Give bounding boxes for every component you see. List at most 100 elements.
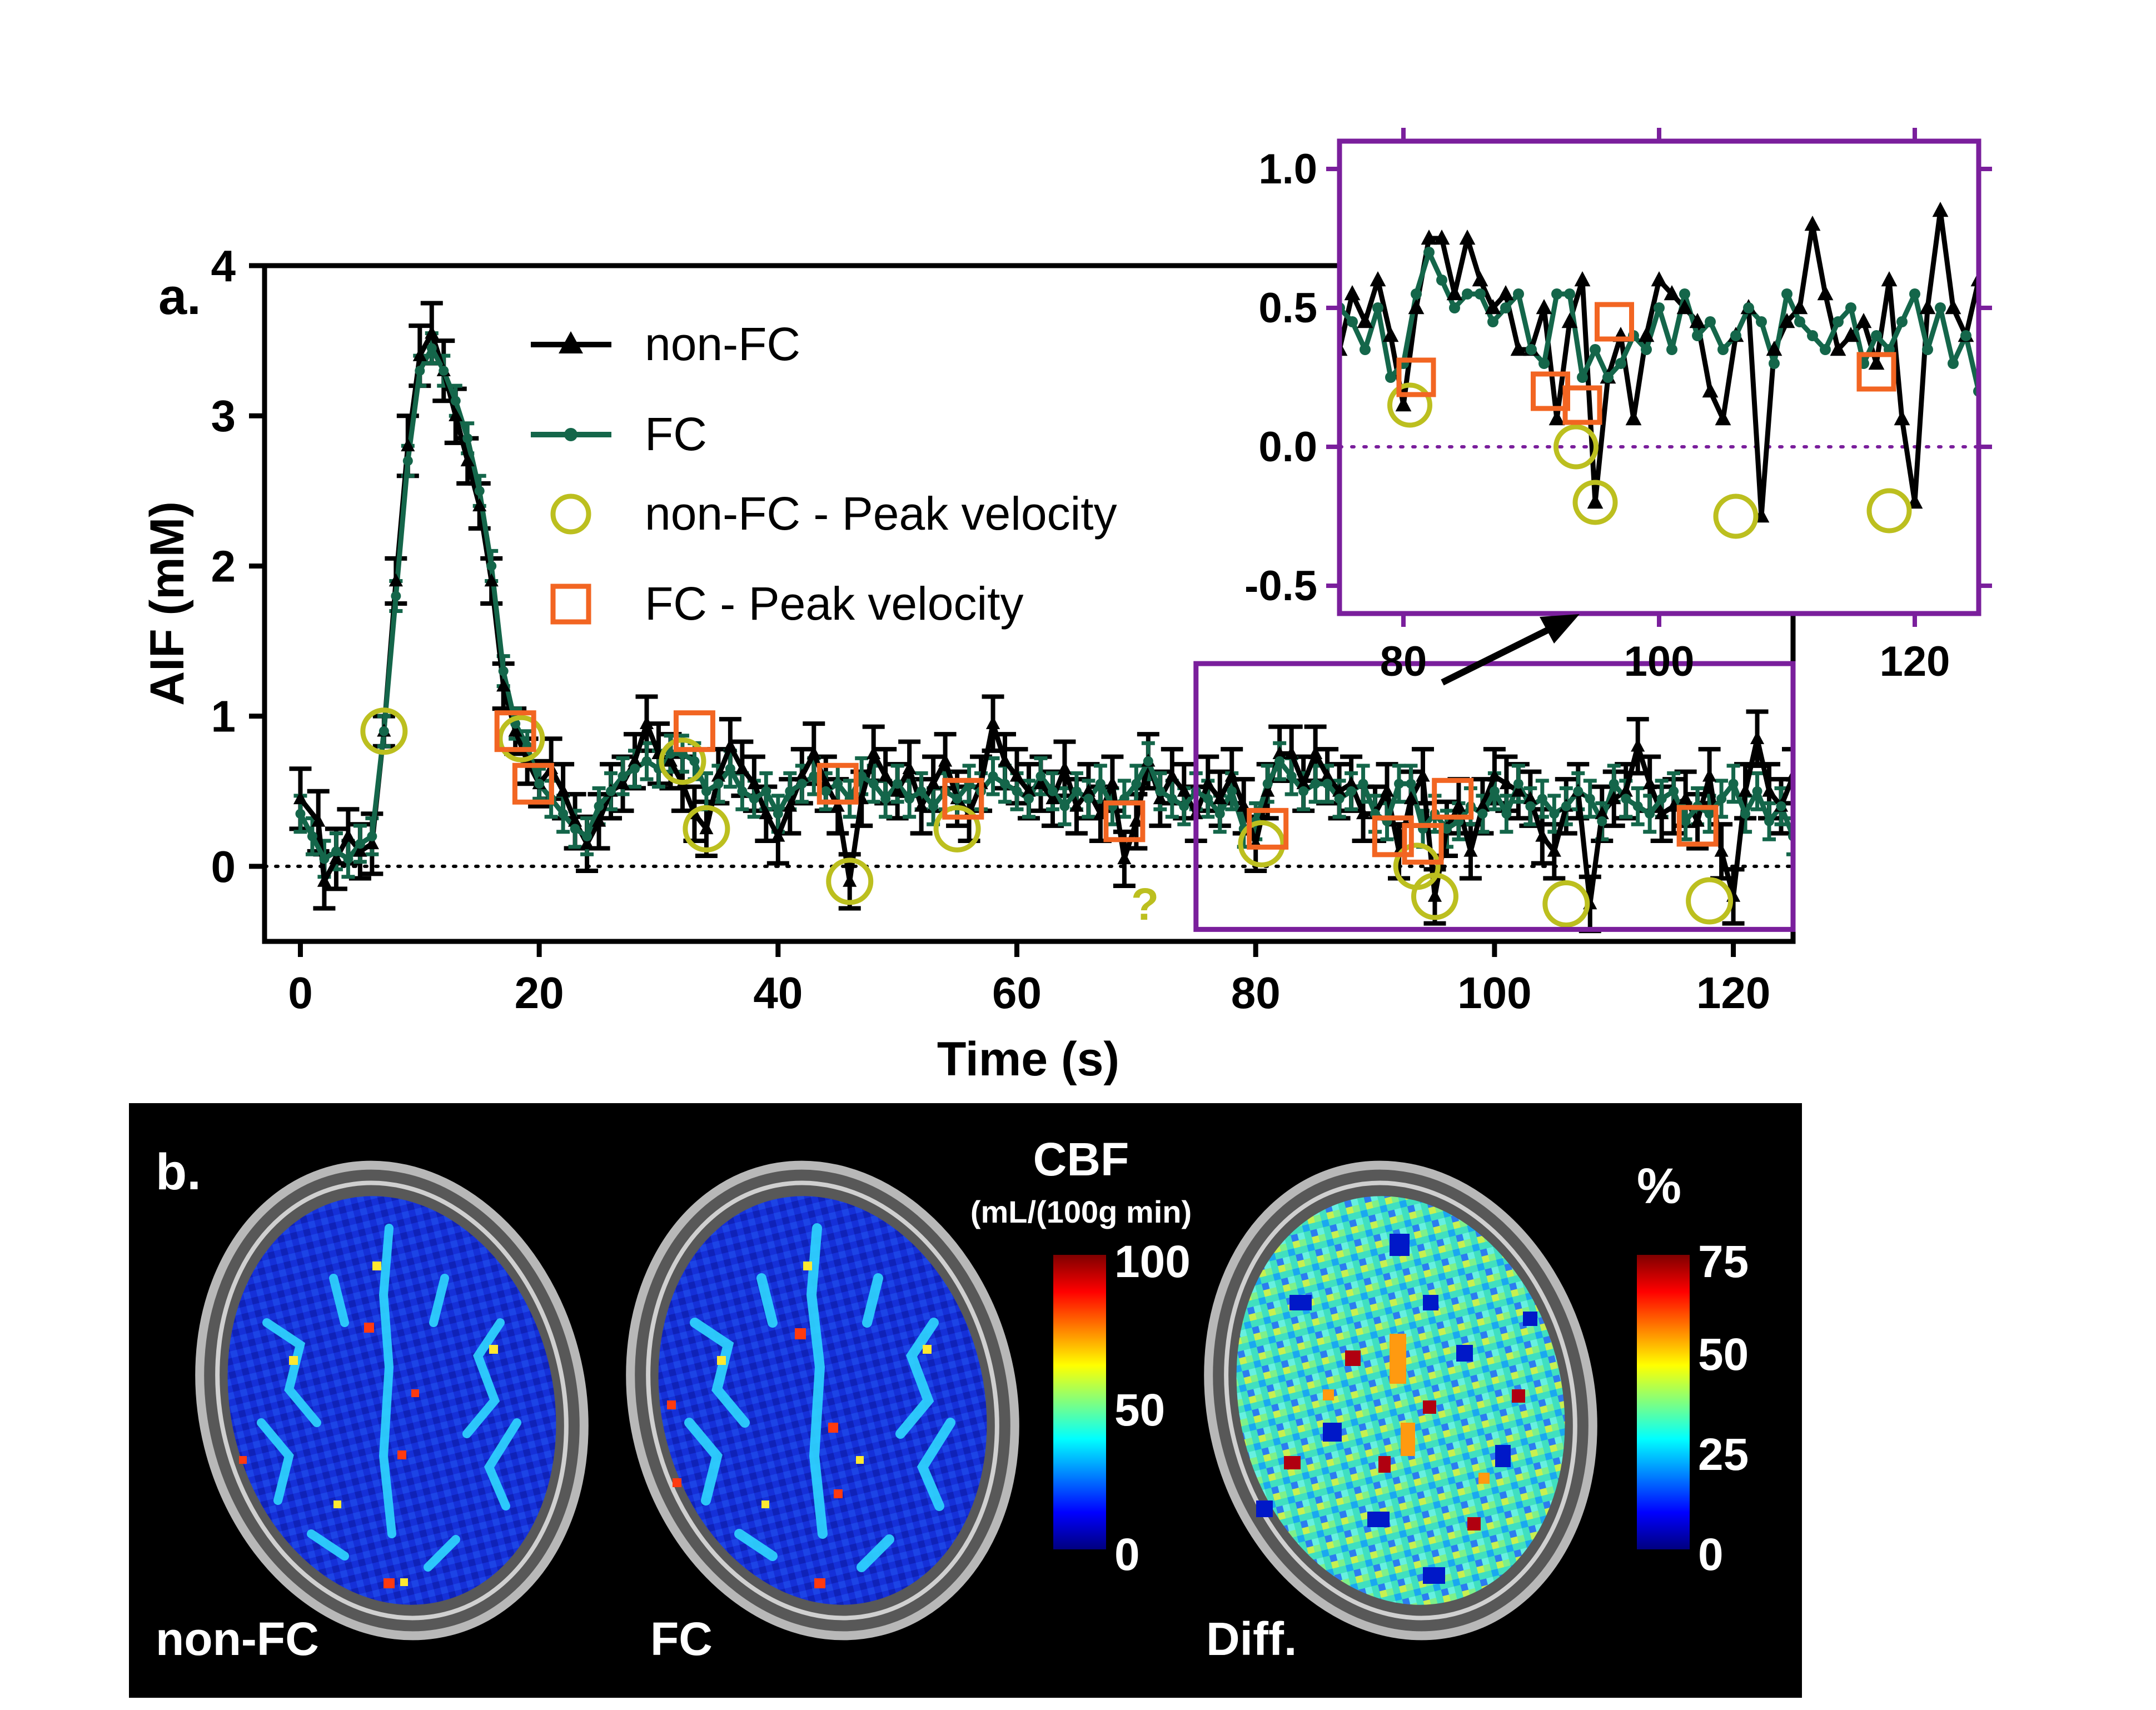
data-point-fc [606, 786, 616, 796]
peak-marker-non-fc [450, 177, 490, 217]
data-point-fc [1244, 330, 1256, 341]
data-point-fc [1059, 801, 1070, 811]
data-point-fc [1585, 794, 1595, 804]
data-point-non-fc [1523, 791, 1537, 805]
data-point-non-fc [935, 285, 952, 300]
data-point-fc [1680, 816, 1691, 826]
data-point-fc [1071, 786, 1082, 796]
data-point-fc [701, 786, 711, 796]
inset-background [1340, 141, 1979, 614]
data-point-non-fc [389, 573, 403, 587]
data-point-fc [1500, 302, 1511, 313]
data-point-non-fc [1242, 285, 1258, 300]
data-point-fc [1346, 786, 1357, 796]
data-point-fc [1654, 302, 1665, 313]
data-point-non-fc [1416, 768, 1430, 782]
data-point-non-fc [1114, 174, 1131, 189]
data-point-fc [848, 302, 859, 313]
data-point-fc [462, 433, 473, 443]
data-point-fc [1181, 302, 1192, 313]
x-tick-label: 80 [1231, 968, 1281, 1018]
data-point-non-fc [1089, 341, 1105, 356]
y-tick-label: 3 [211, 391, 236, 441]
data-point-fc [887, 344, 898, 355]
data-point-non-fc [1009, 768, 1024, 782]
data-point-non-fc [1587, 493, 1604, 509]
data-point-fc [1960, 330, 1971, 341]
data-point-non-fc [1403, 791, 1418, 805]
data-point-non-fc [401, 438, 415, 452]
data-point-non-fc [1817, 285, 1834, 301]
data-point-fc [1820, 344, 1831, 355]
data-point-non-fc [1165, 768, 1179, 782]
peak-marker-non-fc [683, 805, 730, 852]
data-point-fc [1948, 358, 1959, 369]
peak-marker-non-fc [1238, 820, 1286, 868]
image-caption-fc: FC [650, 1613, 713, 1665]
data-point-non-fc [1057, 761, 1072, 775]
data-point-fc [1206, 302, 1217, 313]
data-point-non-fc [910, 271, 926, 286]
peak-marker-fc [1856, 352, 1896, 392]
data-point-non-fc [1868, 355, 1885, 370]
data-point-fc [1334, 794, 1345, 804]
data-point-fc [771, 233, 783, 244]
data-point-fc [689, 756, 700, 766]
data-point-non-fc [1547, 843, 1561, 857]
data-point-non-fc [1607, 791, 1621, 805]
x-axis-title: Time (s) [937, 1033, 1119, 1086]
legend-item-non-fc: non-FC [531, 318, 800, 370]
data-point-fc [1669, 786, 1679, 796]
data-point-fc [916, 786, 927, 796]
brain-map-diff: Diff. [1204, 1160, 1597, 1665]
data-point-fc [874, 302, 885, 313]
data-point-fc [1024, 794, 1034, 804]
data-point-non-fc [1791, 299, 1808, 315]
data-point-non-fc [654, 299, 670, 314]
diff-tick-75: 75 [1698, 1237, 1749, 1287]
data-point-fc [1014, 288, 1025, 300]
peak-marker-non-fc [1713, 493, 1759, 539]
peak-marker-non-fc [659, 737, 706, 785]
data-point-non-fc [1344, 285, 1361, 301]
data-point-fc [796, 779, 807, 789]
data-point-fc [1283, 247, 1294, 258]
inset-x-tick-label: 100 [1624, 638, 1695, 685]
data-point-non-fc [628, 753, 642, 767]
data-point-fc [1501, 809, 1512, 819]
data-point-fc [1321, 330, 1332, 341]
x-tick-label: 0 [288, 968, 313, 1018]
y-tick-label: 0 [211, 842, 236, 891]
data-point-fc [1641, 344, 1652, 355]
peak-marker-fc [942, 777, 984, 820]
x-tick-label: 40 [753, 968, 803, 1018]
data-point-fc [1129, 288, 1141, 300]
data-point-fc [1142, 302, 1153, 313]
data-point-non-fc [902, 761, 917, 775]
data-point-fc [1423, 247, 1435, 258]
data-point-non-fc [806, 746, 821, 760]
data-point-fc [810, 302, 821, 313]
peak-marker-non-fc [1866, 488, 1912, 534]
dot-marker-icon [564, 428, 577, 441]
data-point-fc [1513, 779, 1523, 789]
data-point-non-fc [705, 299, 721, 314]
data-point-non-fc [1320, 768, 1335, 782]
data-point-fc [665, 749, 676, 759]
data-point-fc [784, 233, 795, 244]
data-point-fc [388, 386, 399, 397]
x-tick-label: 120 [1696, 968, 1770, 1018]
data-point-fc [1232, 288, 1243, 300]
data-point-fc [682, 386, 693, 397]
data-point-non-fc [1487, 768, 1502, 782]
legend-item-fc: FC [531, 408, 707, 460]
data-point-fc [1053, 330, 1064, 341]
data-point-non-fc [1689, 313, 1706, 328]
inset-y-tick-label: 0.0 [1258, 423, 1317, 471]
data-point-fc [1298, 786, 1309, 796]
data-point-non-fc [1038, 327, 1054, 342]
data-point-non-fc [1561, 313, 1578, 328]
peak-marker-non-fc [826, 858, 874, 905]
data-point-fc [534, 779, 545, 789]
data-point-fc [1168, 275, 1179, 286]
